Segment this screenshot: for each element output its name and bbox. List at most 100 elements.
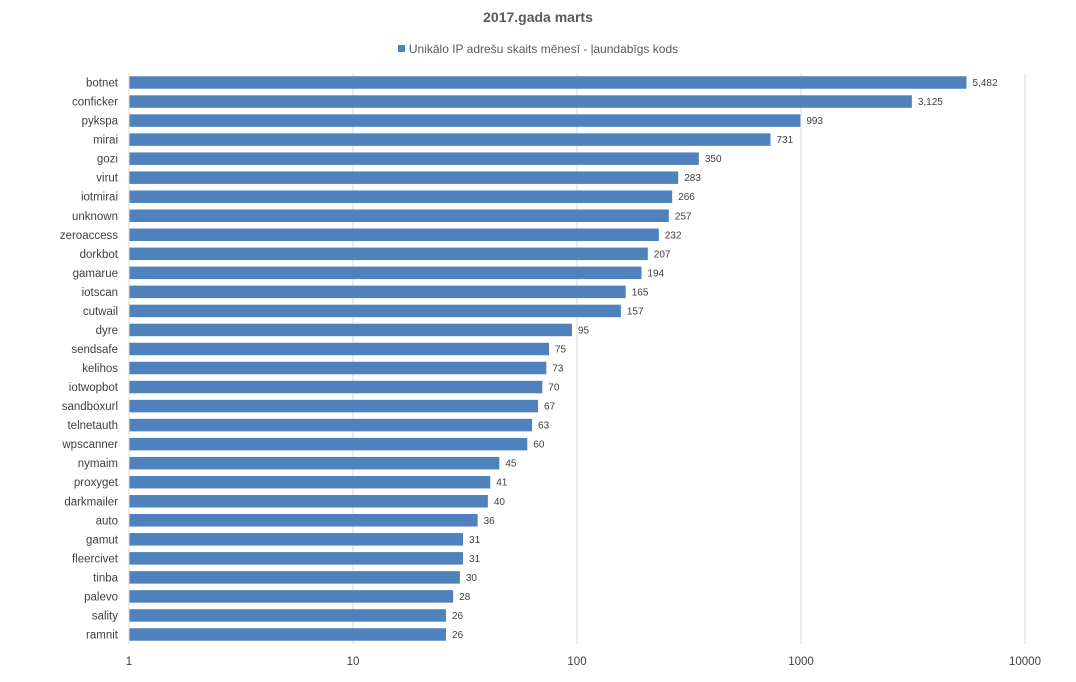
category-label: gozi [97, 154, 118, 166]
value-label: 95 [578, 325, 590, 336]
category-label: botnet [86, 78, 119, 90]
value-label: 731 [777, 135, 794, 146]
bar-proxyget [129, 475, 491, 489]
bar-nymaim [129, 456, 500, 470]
category-label: unknown [72, 211, 118, 223]
bar-wpscanner [129, 437, 528, 451]
chart-title: 2017.gada marts [483, 9, 593, 25]
bar-tinba [129, 571, 460, 584]
x-tick-label: 1000 [788, 656, 814, 668]
category-label: sendsafe [71, 344, 118, 356]
x-tick-label: 10 [347, 656, 360, 668]
value-label: 60 [533, 440, 545, 451]
value-label: 41 [496, 478, 508, 489]
category-label: nymaim [78, 458, 118, 470]
category-label: pykspa [82, 116, 119, 128]
bar-telnetauth [129, 418, 533, 432]
value-label: 157 [627, 306, 644, 317]
value-label: 40 [494, 497, 506, 508]
bar-sandboxurl [129, 399, 539, 413]
legend-label: Unikālo IP adrešu skaits mēnesī - ļaunda… [408, 42, 679, 56]
value-label: 67 [544, 402, 556, 413]
category-label: fleercivet [72, 553, 119, 565]
x-tick-label: 10000 [1009, 656, 1041, 668]
category-label: zeroaccess [60, 230, 118, 242]
bar-zeroaccess [129, 228, 659, 242]
bar-iotwopbot [129, 380, 543, 394]
value-label: 63 [538, 421, 550, 432]
value-label: 993 [806, 116, 823, 127]
value-label: 207 [654, 249, 671, 260]
category-label: tinba [93, 572, 119, 584]
category-label: proxyget [74, 477, 119, 489]
value-label: 3,125 [918, 97, 943, 108]
bar-sendsafe [129, 342, 550, 356]
category-label: gamut [86, 534, 119, 546]
bar-palevo [129, 590, 454, 603]
bar-sality [129, 609, 446, 622]
bar-botnet [129, 76, 967, 89]
value-label: 165 [632, 287, 649, 298]
value-label: 70 [548, 383, 560, 394]
bar-ramnit [129, 628, 446, 641]
category-label: ramnit [86, 629, 119, 641]
category-label: sality [92, 610, 118, 622]
category-label: conficker [72, 97, 118, 109]
category-label: sandboxurl [62, 401, 118, 413]
value-label: 31 [469, 535, 481, 546]
value-label: 26 [452, 630, 464, 641]
bar-cutwail [129, 304, 621, 318]
category-label: auto [96, 515, 118, 527]
value-label: 283 [684, 173, 701, 184]
bar-auto [129, 514, 478, 527]
bar-conficker [129, 95, 912, 108]
value-label: 73 [552, 364, 564, 375]
bar-gozi [129, 152, 699, 165]
x-tick-label: 100 [567, 656, 586, 668]
value-label: 257 [675, 211, 692, 222]
bar-unknown [129, 209, 669, 222]
category-label: dyre [96, 325, 118, 337]
value-label: 45 [505, 459, 517, 470]
category-label: iotscan [82, 287, 118, 299]
value-label: 75 [555, 344, 567, 355]
bar-iotmirai [129, 190, 673, 203]
bar-darkmailer [129, 495, 488, 508]
bar-mirai [129, 133, 771, 146]
bar-dorkbot [129, 247, 648, 261]
bar-iotscan [129, 285, 626, 299]
category-label: telnetauth [67, 420, 118, 432]
value-label: 350 [705, 154, 722, 165]
category-label: palevo [84, 591, 118, 603]
x-tick-label: 1 [126, 656, 132, 668]
category-label: darkmailer [64, 496, 118, 508]
value-label: 194 [647, 268, 664, 279]
legend: Unikālo IP adrešu skaits mēnesī - ļaunda… [0, 42, 1076, 56]
bar-pykspa [129, 114, 801, 127]
bar-gamut [129, 533, 464, 546]
category-label: kelihos [82, 363, 118, 375]
bar-dyre [129, 323, 573, 337]
category-label: virut [96, 173, 119, 185]
bar-kelihos [129, 361, 547, 375]
value-label: 31 [469, 554, 481, 565]
value-label: 5,482 [973, 78, 998, 89]
bar-fleercivet [129, 552, 464, 565]
value-label: 26 [452, 611, 464, 622]
value-label: 266 [678, 192, 695, 203]
value-label: 36 [484, 516, 496, 527]
bar-gamarue [129, 266, 642, 280]
category-label: mirai [93, 135, 118, 147]
value-label: 232 [665, 230, 682, 241]
value-label: 28 [459, 592, 471, 603]
legend-swatch [397, 45, 405, 52]
category-label: dorkbot [80, 249, 119, 261]
category-label: iotmirai [81, 192, 118, 204]
category-label: cutwail [83, 306, 118, 318]
value-label: 30 [466, 573, 478, 584]
category-label: gamarue [73, 268, 118, 280]
category-label: iotwopbot [69, 382, 119, 394]
category-label: wpscanner [61, 439, 118, 451]
